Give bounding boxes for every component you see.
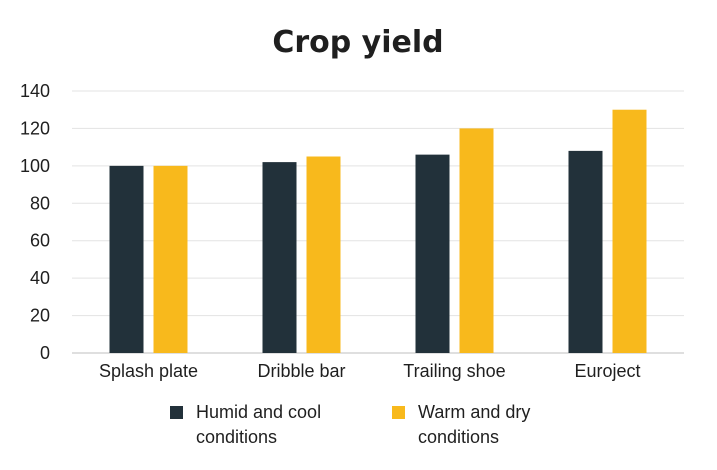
y-axis: 0 20 40 60 80 100 120 140 — [20, 81, 50, 363]
x-tick-label-trailing-shoe: Trailing shoe — [403, 361, 505, 381]
bar-humid-dribble-bar — [262, 162, 297, 353]
bar-humid-euroject — [568, 150, 603, 353]
legend-swatch-humid — [170, 406, 183, 419]
bar-warm-trailing-shoe — [459, 128, 494, 353]
bar-warm-splash-plate — [153, 165, 188, 353]
x-tick-label-dribble-bar: Dribble bar — [257, 361, 345, 381]
x-tick-label-euroject: Euroject — [574, 361, 640, 381]
y-tick-label-40: 40 — [30, 268, 50, 288]
crop-yield-chart: Crop yield 0 20 40 60 80 100 120 140 Splash pla… — [20, 25, 684, 381]
bar-humid-trailing-shoe — [415, 154, 450, 353]
legend-label-warm: Warm and dry conditions — [418, 402, 531, 447]
y-tick-label-120: 120 — [20, 118, 50, 138]
y-tick-label-100: 100 — [20, 156, 50, 176]
legend-label-humid: Humid and cool conditions — [196, 402, 322, 447]
bar-warm-euroject — [612, 109, 647, 353]
x-axis: Splash plate Dribble bar Trailing shoe Euro… — [99, 361, 641, 381]
legend-item-warm: Warm and dry conditions — [392, 400, 558, 450]
y-tick-label-60: 60 — [30, 231, 50, 251]
legend-item-humid: Humid and cool conditions — [170, 400, 336, 450]
x-tick-label-splash-plate: Splash plate — [99, 361, 198, 381]
bars — [109, 109, 647, 353]
chart-title: Crop yield — [272, 25, 443, 60]
legend-swatch-warm — [392, 406, 405, 419]
y-tick-label-0: 0 — [40, 343, 50, 363]
y-tick-label-140: 140 — [20, 81, 50, 101]
legend: Humid and cool conditions Warm and dry c… — [0, 400, 717, 460]
bar-humid-splash-plate — [109, 165, 144, 353]
bar-warm-dribble-bar — [306, 156, 341, 353]
y-tick-label-80: 80 — [30, 193, 50, 213]
y-tick-label-20: 20 — [30, 306, 50, 326]
